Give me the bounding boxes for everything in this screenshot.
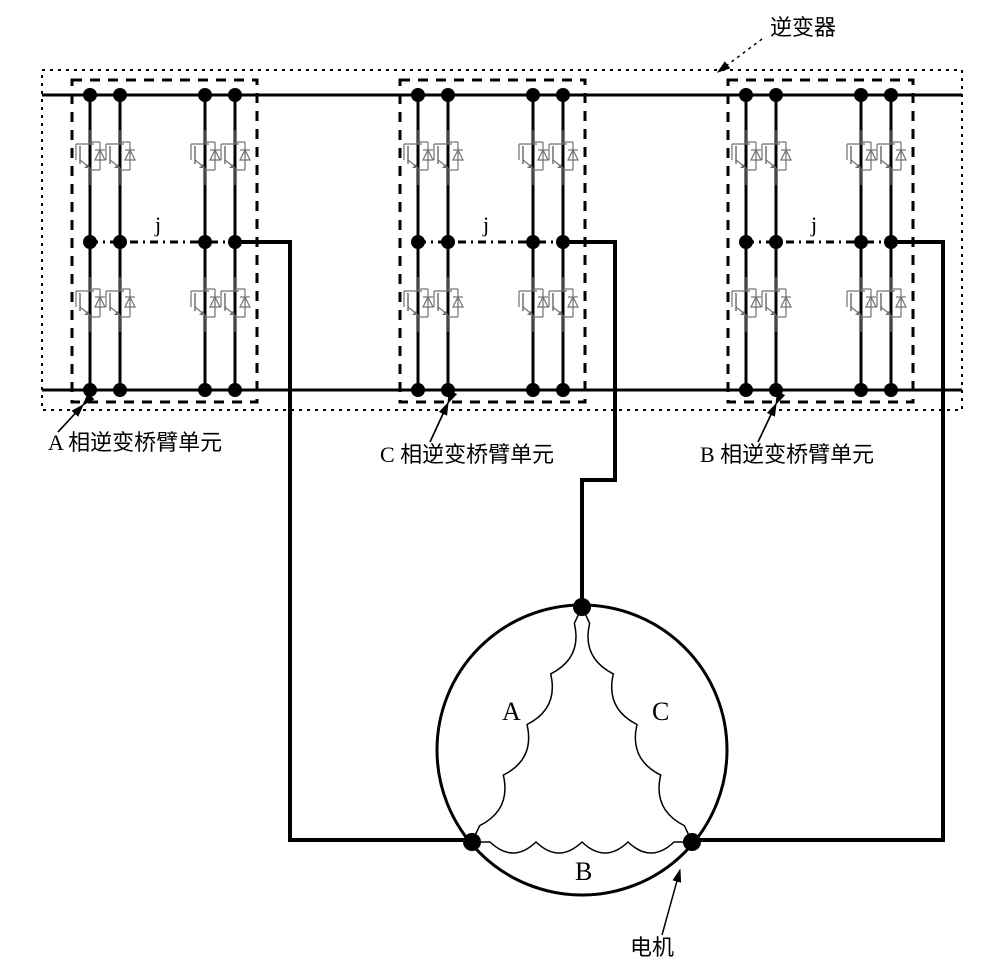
inverter-outline bbox=[42, 70, 962, 410]
circuit-diagram: 逆变器 j A 相逆变桥臂单元 j C 相逆变桥臂单元 j B 相逆变桥臂单元 A C B 电机 bbox=[0, 0, 1000, 965]
svg-text:C: C bbox=[652, 697, 669, 726]
svg-text:j: j bbox=[154, 212, 161, 237]
bridge-unit-A: j bbox=[72, 80, 257, 402]
svg-text:电机: 电机 bbox=[630, 935, 674, 960]
motor: A C B bbox=[437, 598, 727, 895]
svg-text:B: B bbox=[575, 857, 592, 886]
svg-text:j: j bbox=[810, 212, 817, 237]
svg-text:A 相逆变桥臂单元: A 相逆变桥臂单元 bbox=[48, 430, 222, 455]
bridge-unit-B: j bbox=[728, 80, 913, 402]
svg-text:C 相逆变桥臂单元: C 相逆变桥臂单元 bbox=[380, 442, 554, 467]
connection-B_to_motor_br bbox=[694, 242, 943, 840]
svg-text:B 相逆变桥臂单元: B 相逆变桥臂单元 bbox=[700, 442, 874, 467]
svg-text:逆变器: 逆变器 bbox=[770, 15, 836, 40]
svg-text:j: j bbox=[482, 212, 489, 237]
connection-A_to_motor_bl bbox=[235, 242, 470, 840]
svg-text:A: A bbox=[502, 697, 521, 726]
bridge-unit-C: j bbox=[400, 80, 585, 402]
